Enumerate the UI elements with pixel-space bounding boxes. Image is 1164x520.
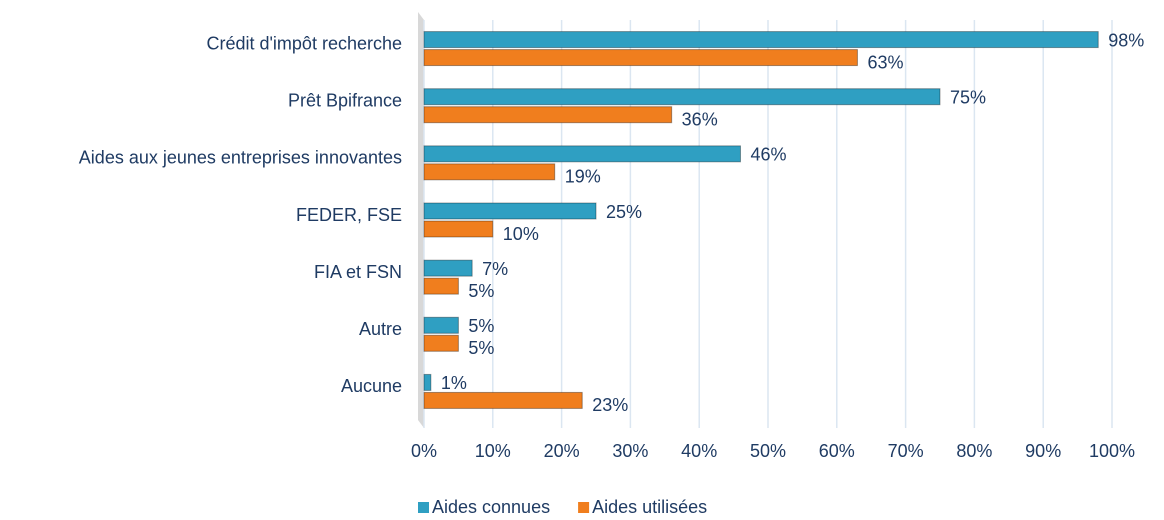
y-tick-label: FEDER, FSE [296,205,402,225]
data-label: 98% [1108,30,1144,50]
data-label: 25% [606,202,642,222]
x-tick-label: 30% [612,441,648,461]
bar [423,259,473,277]
bar [423,334,459,352]
x-tick-label: 40% [681,441,717,461]
bar [423,391,583,409]
bar [423,277,459,295]
bar [423,88,941,106]
data-label: 5% [468,316,494,336]
x-tick-label: 70% [888,441,924,461]
x-tick-label: 10% [475,441,511,461]
bar [423,31,1099,49]
x-tick-label: 60% [819,441,855,461]
y-tick-label: Aides aux jeunes entreprises innovantes [79,148,402,168]
bar [423,163,556,181]
x-tick-label: 80% [956,441,992,461]
data-label: 46% [750,145,786,165]
data-label: 19% [565,167,601,187]
x-tick-label: 100% [1089,441,1135,461]
x-tick-label: 90% [1025,441,1061,461]
data-label: 5% [468,338,494,358]
data-label: 36% [682,109,718,129]
data-label: 75% [950,87,986,107]
legend-label: Aides connues [432,497,550,517]
y-tick-label: Prêt Bpifrance [288,90,402,110]
y-tick-label: FIA et FSN [314,262,402,282]
bar [423,202,597,220]
legend-swatch [578,502,590,513]
bar [423,145,741,163]
axis-wall [418,12,424,428]
bar [423,106,673,124]
y-tick-label: Crédit d'impôt recherche [206,33,402,53]
x-tick-label: 50% [750,441,786,461]
data-label: 5% [468,281,494,301]
data-label: 1% [441,373,467,393]
data-label: 63% [867,52,903,72]
data-label: 10% [503,224,539,244]
legend-label: Aides utilisées [592,497,707,517]
bar [423,316,459,334]
data-label: 23% [592,395,628,415]
y-tick-label: Autre [359,319,402,339]
y-tick-label: Aucune [341,376,402,396]
legend-swatch [418,502,429,513]
bar [423,220,494,238]
data-label: 7% [482,259,508,279]
x-tick-label: 20% [544,441,580,461]
bar [423,49,858,67]
bar [423,373,432,391]
x-tick-label: 0% [411,441,437,461]
